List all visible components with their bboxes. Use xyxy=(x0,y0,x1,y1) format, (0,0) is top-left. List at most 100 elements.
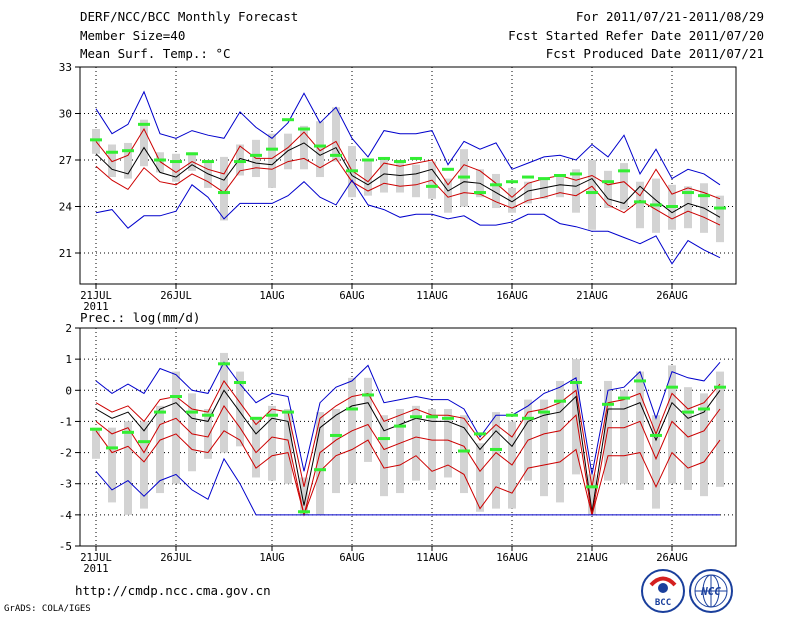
y-tick-label: 24 xyxy=(59,201,73,214)
x-tick-label: 11AUG xyxy=(416,552,448,564)
spread-bar xyxy=(636,181,644,229)
ncc-logo-text: NCC xyxy=(700,585,721,598)
series-mean-line xyxy=(95,142,721,218)
y-tick-label: -4 xyxy=(59,509,73,522)
y-tick-label: 2 xyxy=(65,322,72,335)
spread-bar xyxy=(540,178,548,199)
x-tick-label: 16AUG xyxy=(496,552,528,564)
spread-bar xyxy=(108,144,116,178)
y-tick-label: -2 xyxy=(59,447,72,460)
forecast-started-date: Fcst Started Refer Date 2011/07/20 xyxy=(508,28,764,43)
y-tick-label: -3 xyxy=(59,478,72,491)
series-p10-line xyxy=(95,404,721,516)
ncc-logo: NCC xyxy=(689,569,733,613)
x-tick-label: 11AUG xyxy=(416,290,448,302)
x-tick-label: 21JUL xyxy=(80,290,112,302)
x-tick-label: 21AUG xyxy=(576,290,608,302)
series-max-line xyxy=(95,361,721,475)
x-tick-label: 1AUG xyxy=(259,552,284,564)
spread-bar xyxy=(220,352,228,453)
y-tick-label: -5 xyxy=(59,540,72,553)
source-url[interactable]: http://cmdp.ncc.cma.gov.cn xyxy=(75,583,271,598)
spread-bar xyxy=(188,393,196,472)
chart-panel-precipitation: -5 -4 -3 -2 -1 0 1 2 21JUL 26JUL 1AUG 6AUG 11AUG 16AU… xyxy=(59,310,737,575)
y-tick-label: 21 xyxy=(59,247,72,260)
chart-title: DERF/NCC/BCC Monthly Forecast xyxy=(80,9,299,24)
y-tick-label: 27 xyxy=(59,154,72,167)
spread-bar xyxy=(444,408,452,478)
series-p90-line xyxy=(95,379,721,487)
spread-bar xyxy=(588,160,596,230)
y-tick-label: 1 xyxy=(65,353,72,366)
chart-panel-temperature: 21 24 27 30 33 21JUL 26JUL 1AUG 6AUG 11AUG 16AUG 21… xyxy=(59,61,737,313)
x-year-label: 2011 xyxy=(83,563,108,575)
spread-bar xyxy=(492,412,500,509)
spread-bar xyxy=(300,477,308,515)
spread-bar xyxy=(92,427,100,459)
spread-bar xyxy=(300,125,308,170)
series-min-line xyxy=(95,457,720,516)
x-tick-label: 26JUL xyxy=(160,552,192,564)
forecast-produced-date: Fcst Produced Date 2011/07/21 xyxy=(545,46,764,61)
bcc-logo: BCC xyxy=(641,569,685,613)
spread-bar xyxy=(604,380,612,481)
spread-bar xyxy=(380,160,388,193)
spread-bar xyxy=(396,408,404,494)
spread-bar xyxy=(572,169,580,213)
x-tick-label: 21JUL xyxy=(80,552,112,564)
x-year-label: 2011 xyxy=(83,301,108,313)
spread-bar xyxy=(524,181,532,204)
series-p10-line xyxy=(95,157,721,226)
x-tick-label: 6AUG xyxy=(339,290,364,302)
spread-bar xyxy=(332,408,340,494)
x-tick-label: 21AUG xyxy=(576,552,608,564)
panel-title: Prec.: log(mm/d) xyxy=(80,310,200,325)
spread-bar xyxy=(396,163,404,193)
y-tick-label: 30 xyxy=(59,108,72,121)
series-mean-line xyxy=(95,389,721,512)
spread-bar xyxy=(124,142,132,179)
spread-bar xyxy=(172,153,180,182)
spread-bar xyxy=(316,412,324,515)
spread-bar xyxy=(124,421,132,515)
x-tick-label: 26JUL xyxy=(160,290,192,302)
series-p2-line xyxy=(95,430,721,517)
spread-bar xyxy=(476,443,484,512)
spread-bar xyxy=(684,186,692,229)
spread-bar xyxy=(156,405,164,494)
spread-bar xyxy=(460,415,468,494)
spread-bar xyxy=(108,427,116,503)
series-max-line xyxy=(95,90,721,186)
spread-bar xyxy=(204,408,212,459)
plot-frame xyxy=(79,66,737,285)
y-tick-label: 0 xyxy=(65,384,72,397)
spread-bar xyxy=(284,133,292,170)
spread-bar xyxy=(172,371,180,484)
x-tick-label: 26AUG xyxy=(656,552,688,564)
grads-credit: GrADS: COLA/IGES xyxy=(4,604,91,614)
spread-bar xyxy=(284,408,292,484)
spread-bar xyxy=(492,173,500,209)
spread-bar xyxy=(364,377,372,462)
spread-bar xyxy=(380,415,388,497)
x-tick-label: 1AUG xyxy=(259,290,284,302)
spread-bar xyxy=(444,178,452,213)
series-p90-line xyxy=(95,127,721,200)
spread-bar xyxy=(588,474,596,515)
spread-bar xyxy=(268,133,276,188)
spread-bar xyxy=(668,365,676,484)
spread-bar xyxy=(236,371,244,447)
spread-bar xyxy=(556,175,564,198)
spread-bar xyxy=(700,393,708,497)
spread-bar xyxy=(220,156,228,221)
spread-bar xyxy=(412,405,420,481)
spread-bar xyxy=(620,163,628,210)
bcc-logo-text: BCC xyxy=(655,598,671,608)
spread-bar xyxy=(620,390,628,484)
series-min-line xyxy=(95,179,721,265)
y-tick-label: -1 xyxy=(59,415,72,428)
variable-label: Mean Surf. Temp.: °C xyxy=(80,46,231,61)
spread-bar xyxy=(236,144,244,176)
spread-bar xyxy=(716,371,724,487)
